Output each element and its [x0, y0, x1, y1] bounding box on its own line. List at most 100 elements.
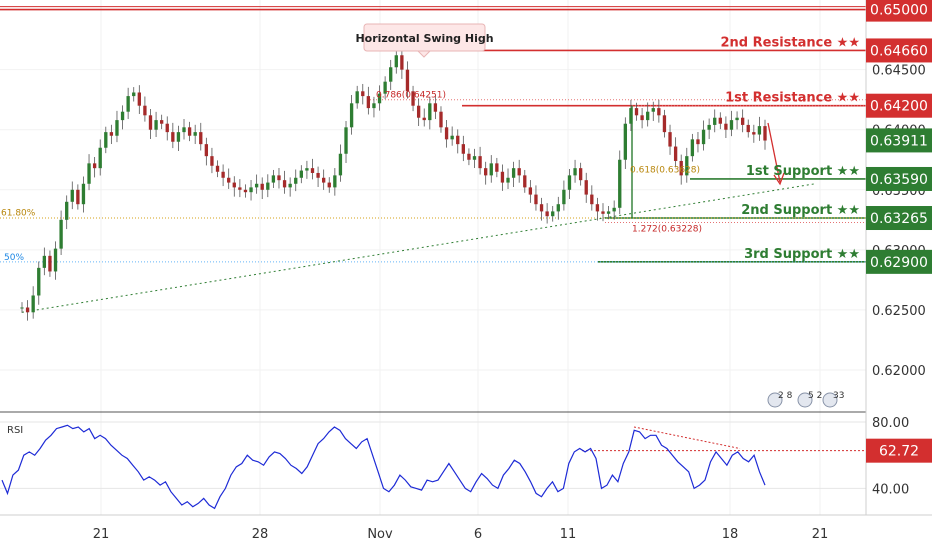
fib-label-1: 50%: [4, 253, 24, 263]
candle-body-39: [238, 187, 242, 190]
candle-body-55: [327, 182, 331, 188]
fib-labels: 61.80% 50% 0.786(0.64251) 0.618(0.63628) 1.2…: [1, 91, 702, 263]
candle-body-65: [383, 81, 387, 94]
uptrend-line: [21, 183, 816, 313]
candle-body-85: [495, 163, 499, 172]
candle-body-73: [428, 103, 432, 121]
rsi-downtrend: [633, 426, 741, 450]
candle-body-6: [53, 248, 58, 272]
time-tick-4: 11: [560, 527, 577, 542]
candle-body-4: [42, 255, 47, 268]
event-marker-text-0: 2 8: [778, 391, 793, 401]
grid: [0, 0, 866, 515]
time-tick-3: 6: [474, 527, 482, 542]
candle-body-110: [634, 108, 639, 116]
candle-body-102: [590, 194, 594, 205]
level-label-s1: 1st Support ★★: [746, 164, 860, 179]
event-marker-1: [797, 392, 813, 408]
candle-body-128: [735, 117, 739, 121]
candle-body-126: [724, 123, 728, 130]
candle-body-22: [143, 105, 147, 116]
candle-body-118: [679, 160, 683, 176]
fib-label-2: 0.786(0.64251): [376, 91, 446, 101]
candle-body-116: [668, 132, 672, 147]
candle-body-60: [355, 91, 359, 104]
rsi-title: RSI: [7, 425, 23, 436]
level-label-r1: 1st Resistance ★★: [725, 91, 860, 106]
candle-body-112: [646, 111, 650, 121]
badge-r1: [866, 93, 932, 118]
candle-body-68: [400, 55, 404, 70]
candle-body-74: [433, 103, 438, 112]
candle-body-72: [422, 117, 426, 121]
candle-body-13: [92, 163, 97, 169]
candle-body-81: [472, 156, 477, 160]
rsi-badge-text: 62.72: [879, 444, 919, 460]
candle-body-61: [361, 91, 365, 97]
swing-high-annotation: Horizontal Swing High: [355, 23, 494, 58]
candle-body-8: [65, 201, 69, 220]
candle-body-94: [545, 211, 549, 217]
rsi-line: [1, 424, 766, 510]
candle-body-31: [193, 132, 197, 136]
candle-body-83: [484, 168, 488, 176]
candle-body-105: [606, 211, 611, 214]
candle-body-69: [405, 69, 410, 92]
candle-body-46: [277, 175, 281, 181]
rsi-pane: RSI: [0, 421, 866, 510]
candle-body-3: [37, 267, 41, 296]
time-tick-5: 18: [722, 527, 739, 542]
fib-label-3: 0.618(0.63628): [630, 165, 700, 175]
badge-text-s2: 0.63265: [870, 211, 928, 227]
candle-body-129: [740, 117, 745, 125]
candle-body-115: [662, 115, 667, 133]
candle-body-95: [551, 211, 555, 217]
candle-body-103: [595, 204, 600, 212]
candle-body-40: [243, 189, 248, 193]
badge-top: [866, 0, 932, 22]
candle-body-50: [299, 170, 303, 178]
candle-body-33: [204, 144, 209, 157]
candle-body-0: [20, 307, 24, 309]
candle-body-132: [757, 126, 762, 135]
candle-body-76: [444, 127, 449, 140]
candle-body-101: [584, 180, 588, 195]
candle-body-104: [601, 211, 605, 214]
candle-body-29: [182, 127, 186, 133]
event-markers: 2 8 5 2 33: [767, 391, 844, 408]
candle-body-28: [176, 132, 181, 142]
candle-body-109: [629, 108, 633, 124]
candle-body-133: [763, 126, 767, 141]
time-axis[interactable]: 21 28 Nov 6 11 18 21: [93, 527, 829, 542]
time-tick-6: 21: [812, 527, 829, 542]
candle-body-100: [578, 168, 583, 181]
candle-body-36: [221, 171, 225, 178]
candle-body-35: [215, 165, 220, 172]
candle-body-93: [539, 204, 544, 212]
badge-text-r2: 0.64660: [870, 43, 928, 59]
badge-s2: [866, 206, 932, 231]
candle-body-51: [305, 168, 309, 171]
time-tick-1: 28: [252, 527, 269, 542]
rsi-tick-0: 80.00: [872, 416, 909, 431]
candle-body-1: [25, 307, 30, 313]
candle-body-23: [148, 115, 153, 130]
candle-body-57: [338, 153, 343, 176]
candle-body-88: [511, 168, 516, 178]
candle-body-64: [377, 93, 382, 104]
price-tick-5: 0.62500: [872, 304, 926, 319]
candle-body-113: [651, 108, 655, 112]
candle-body-7: [59, 219, 63, 249]
candle-body-42: [254, 183, 259, 188]
candle-body-21: [137, 92, 141, 106]
candle-body-107: [618, 159, 622, 208]
level-label-r2: 2nd Resistance ★★: [721, 35, 861, 50]
badge-s3: [866, 249, 932, 274]
candle-body-89: [517, 168, 521, 176]
candle-body-79: [461, 144, 465, 154]
badge-r2: [866, 38, 932, 63]
candle-body-9: [70, 189, 74, 202]
candle-body-34: [210, 156, 214, 166]
candle-body-77: [450, 135, 454, 140]
candle-body-47: [282, 180, 287, 188]
